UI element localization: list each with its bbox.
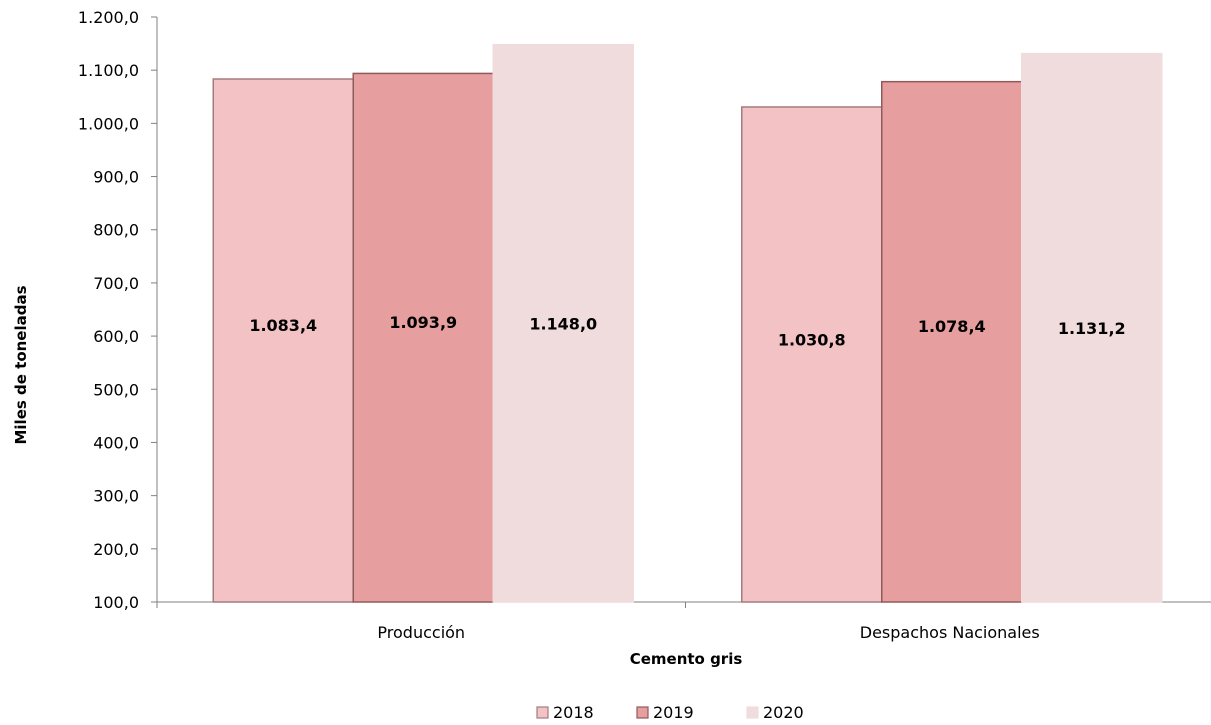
data-label: 1.083,4: [249, 316, 317, 335]
y-tick-label: 700,0: [93, 274, 139, 293]
legend-label-2020: 2020: [763, 703, 804, 722]
bar-2018-produccion: [212, 78, 354, 603]
legend-swatch-2020: [746, 706, 759, 719]
y-tick-label: 1.100,0: [78, 61, 139, 80]
y-tick-label: 1.000,0: [78, 114, 139, 133]
y-axis-title: Miles de toneladas: [12, 285, 30, 444]
bar-2019-despachos: [881, 80, 1023, 603]
data-label: 1.148,0: [529, 314, 597, 333]
y-tick-label: 600,0: [93, 327, 139, 346]
bars: [212, 43, 1163, 603]
x-category-label: Despachos Nacionales: [860, 623, 1040, 642]
y-axis: 100,0 200,0 300,0 400,0 500,0 600,0 700,0 800,0…: [78, 8, 158, 612]
data-label: 1.078,4: [918, 317, 986, 336]
x-axis-title: Cemento gris: [630, 650, 743, 668]
data-label: 1.131,2: [1058, 319, 1126, 338]
legend-swatch-2018: [536, 706, 549, 719]
bar-2018-despachos: [741, 106, 883, 603]
y-tick-label: 100,0: [93, 593, 139, 612]
bar-2020-despachos: [1021, 52, 1163, 603]
y-tick-label: 200,0: [93, 540, 139, 559]
y-tick-label: 900,0: [93, 168, 139, 187]
x-category-label: Producción: [377, 623, 465, 642]
data-label: 1.030,8: [778, 331, 846, 350]
y-tick-label: 500,0: [93, 380, 139, 399]
bar-2019-produccion: [352, 72, 494, 603]
y-tick-label: 300,0: [93, 487, 139, 506]
legend: 2018 2019 2020: [536, 703, 804, 722]
x-axis: Producción Despachos Nacionales: [156, 601, 1211, 642]
data-label: 1.093,9: [389, 313, 457, 332]
legend-swatch-2019: [636, 706, 649, 719]
bar-2020-produccion: [492, 43, 634, 603]
legend-label-2018: 2018: [553, 703, 594, 722]
y-tick-label: 1.200,0: [78, 8, 139, 27]
y-tick-label: 800,0: [93, 221, 139, 240]
y-tick-label: 400,0: [93, 433, 139, 452]
data-labels: 1.083,4 1.093,9 1.148,0 1.030,8 1.078,4 1.131…: [249, 313, 1125, 350]
legend-label-2019: 2019: [653, 703, 694, 722]
